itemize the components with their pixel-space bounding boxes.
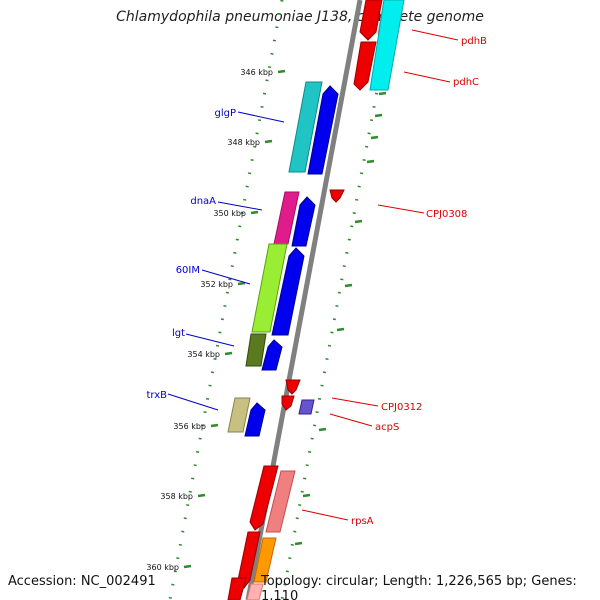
inner-tick-dash [302,493,311,498]
inner-tick-dash [336,327,345,332]
gene-label-60IM[interactable]: 60IM [176,265,200,276]
tick-label-352: 352 kbp [200,280,233,289]
tick-label-360: 360 kbp [146,563,179,572]
gene-label-CPj0312[interactable]: CPJ0312 [381,402,422,413]
inner-tick-dash [374,113,383,118]
rpsA-pink-block [265,470,296,533]
gene-label-lgt[interactable]: lgt [172,328,185,339]
tick-mark-346 [277,69,286,74]
gene-60IM-block[interactable] [251,243,288,333]
gene-dnaA-block[interactable] [273,191,300,245]
tick-label-356: 356 kbp [173,422,206,431]
tick-mark-352 [237,281,246,286]
gene-label-glgP[interactable]: glgP [214,108,236,119]
tick-mark-356 [210,423,219,428]
gene-track-strand-red [227,0,405,600]
tick-label-354: 354 kbp [187,350,220,359]
inner-tick-dash [378,91,387,96]
inner-tick-dash [366,159,375,164]
tick-label-346: 346 kbp [240,68,273,77]
CPj0308-arrow [329,189,345,203]
lower-red-arrow [237,531,261,589]
60IM-strand-arrow [271,247,305,336]
tick-label-350: 350 kbp [213,209,246,218]
CPj0312-arrow-a [285,379,301,395]
tick-mark-358 [197,493,206,498]
accession-text: Accession: NC_002491 [8,574,156,589]
tick-mark-350 [250,210,259,215]
glgP-strand-arrow [307,85,339,175]
tick-marks [183,69,286,569]
pdhB-red-arrow [359,0,383,41]
right-leader-lines [301,29,459,521]
lower-red-block [227,577,247,600]
gene-label-dnaA[interactable]: dnaA [190,196,216,207]
inner-tick-dash [294,541,303,546]
gene-lgt-block[interactable] [245,333,267,367]
lgt-strand-arrow [261,339,283,371]
dnaA-strand-arrow [291,196,316,247]
gene-label-trxB[interactable]: trxB [146,390,167,401]
left-leader-lines [167,111,285,411]
acpS-block [298,399,315,415]
left-gene-labels: glgP dnaA 60IM lgt trxB [146,108,236,401]
gene-label-acpS[interactable]: acpS [375,422,399,433]
tick-label-348: 348 kbp [227,138,260,147]
tick-labels: 346 kbp 348 kbp 350 kbp 352 kbp 354 kbp 356 k… [146,68,273,572]
minor-ticks [294,91,387,546]
gene-track-strand-blue [244,85,339,437]
lower-orange-block [253,537,277,583]
right-gene-labels: pdhB pdhC CPJ0308 CPJ0312 acpS rpsA [351,36,487,527]
inner-tick-dash [370,135,379,140]
inner-tick-dash [354,219,363,224]
tick-mark-354 [224,351,233,356]
rpsA-red-arrow [249,465,279,531]
gene-trxB-block[interactable] [227,397,251,433]
gene-glgP-block[interactable] [288,81,323,173]
gene-label-rpsA[interactable]: rpsA [351,516,374,527]
pdhC-red-arrow [353,41,377,91]
gene-label-pdhB[interactable]: pdhB [461,36,487,47]
CPj0312-arrow-b [281,395,295,411]
pdhC-cyan-block [369,0,405,91]
gene-label-pdhC[interactable]: pdhC [453,77,479,88]
inner-tick-dash [318,427,327,432]
lower-pink-block [246,583,264,600]
tick-label-358: 358 kbp [160,492,193,501]
gene-track-left [227,81,323,433]
gene-label-CPj0308[interactable]: CPJ0308 [426,209,467,220]
tick-mark-360 [183,564,192,569]
inner-tick-dash [344,283,353,288]
genome-info-text: Topology: circular; Length: 1,226,565 bp… [261,574,577,600]
trxB-strand-arrow [244,402,266,437]
tick-mark-348 [264,139,273,144]
